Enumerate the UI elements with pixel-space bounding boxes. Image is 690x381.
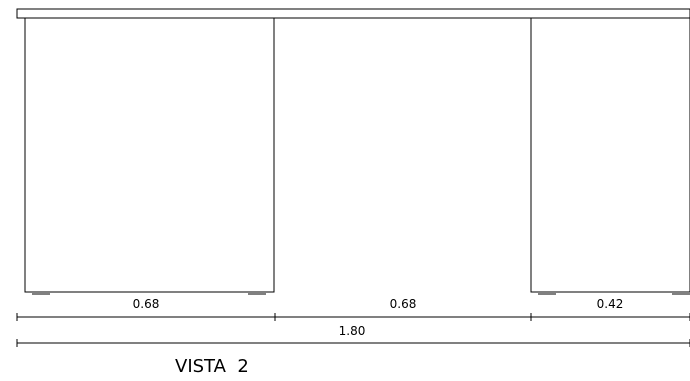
right-cabinet	[530, 17, 690, 293]
countertop	[16, 8, 690, 19]
dimension-label-middle: 0.68	[390, 297, 417, 311]
dimension-label-right: 0.42	[597, 297, 624, 311]
dimension-label-left: 0.68	[133, 297, 160, 311]
view-title: VISTA 2	[175, 356, 249, 377]
dimension-label-total: 1.80	[339, 324, 366, 338]
left-cabinet	[24, 17, 275, 293]
